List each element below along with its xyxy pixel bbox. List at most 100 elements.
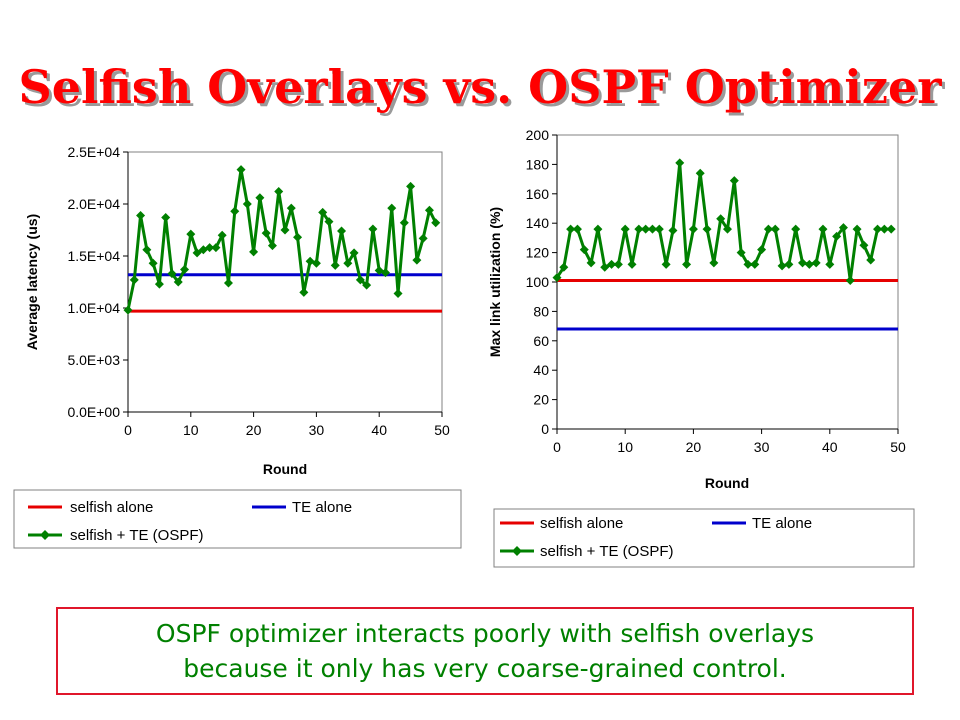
utilization-y-tick-label: 40 [533, 362, 549, 378]
latency-point [167, 269, 177, 279]
utilization-point [879, 224, 889, 234]
latency-point [223, 278, 233, 288]
utilization-point [702, 224, 712, 234]
latency-point [236, 165, 246, 175]
utilization-point [804, 259, 814, 269]
latency-legend-frame [13, 489, 462, 549]
latency-y-axis-title: Average latency (us) [24, 214, 40, 350]
latency-point [330, 260, 340, 270]
utilization-legend-marker-selfish-te [512, 546, 522, 556]
utilization-point [593, 224, 603, 234]
latency-legend-label-te-alone: TE alone [292, 499, 352, 516]
latency-y-tick-label: 2.5E+04 [67, 144, 120, 160]
utilization-point [552, 273, 562, 283]
latency-point [406, 181, 416, 191]
utilization-point [770, 224, 780, 234]
caption-line-1: OSPF optimizer interacts poorly with sel… [155, 619, 815, 648]
utilization-y-tick-label: 160 [526, 186, 550, 202]
utilization-point [613, 259, 623, 269]
utilization-y-tick-label: 100 [526, 274, 550, 290]
utilization-point [723, 224, 732, 234]
latency-point [136, 210, 146, 220]
utilization-point [600, 262, 610, 272]
latency-y-tick-label: 1.0E+04 [67, 300, 120, 316]
latency-point [299, 287, 309, 297]
latency-legend: selfish alone TE alone selfish + TE (OSP… [13, 489, 462, 549]
latency-point [274, 187, 284, 197]
utilization-x-tick-label: 10 [617, 439, 633, 455]
utilization-y-tick-label: 140 [526, 215, 550, 231]
utilization-x-tick-label: 0 [553, 439, 561, 455]
utilization-y-tick-label: 0 [541, 421, 549, 437]
utilization-point [661, 259, 671, 269]
utilization-y-tick-label: 180 [526, 156, 550, 172]
utilization-y-tick-label: 20 [533, 392, 549, 408]
utilization-point [825, 259, 835, 269]
utilization-x-tick-label: 40 [822, 439, 838, 455]
latency-point [412, 255, 422, 265]
utilization-point [763, 224, 773, 234]
utilization-point [709, 258, 719, 268]
latency-point [148, 258, 158, 268]
utilization-legend-label-te-alone: TE alone [752, 515, 812, 532]
latency-x-tick-label: 0 [124, 422, 132, 438]
latency-point [337, 226, 347, 236]
latency-point [380, 268, 390, 278]
utilization-legend-frame [493, 508, 915, 568]
utilization-point [647, 224, 657, 234]
latency-point [431, 218, 441, 228]
latency-legend-label-selfish-alone: selfish alone [70, 499, 153, 516]
latency-x-tick-label: 50 [434, 422, 450, 438]
utilization-point [757, 245, 767, 255]
utilization-point [798, 258, 808, 268]
utilization-point [716, 214, 726, 224]
utilization-x-tick-label: 20 [686, 439, 702, 455]
utilization-y-tick-label: 60 [533, 333, 549, 349]
latency-point [186, 229, 196, 239]
utilization-line-selfish-te-ospf [555, 161, 892, 283]
utilization-y-tick-label: 120 [526, 245, 550, 261]
utilization-point [859, 240, 869, 250]
latency-x-tick-label: 10 [183, 422, 199, 438]
utilization-point [743, 259, 753, 269]
latency-point [387, 203, 397, 213]
utilization-point [682, 259, 692, 269]
latency-legend-label-selfish-te: selfish + TE (OSPF) [70, 527, 204, 544]
utilization-point [811, 258, 821, 268]
latency-point [123, 305, 133, 315]
latency-point [261, 228, 271, 238]
latency-point [418, 233, 428, 243]
latency-x-tick-label: 30 [309, 422, 325, 438]
latency-point [318, 207, 328, 217]
utilization-point [566, 224, 576, 234]
latency-point [280, 225, 290, 235]
utilization-chart: 0 10 20 30 40 50 0 20 40 60 80 100 120 140 160 180 200 R… [487, 127, 915, 568]
latency-y-tick-label: 0.0E+00 [67, 404, 120, 420]
latency-point [205, 243, 215, 253]
utilization-legend: selfish alone TE alone selfish + TE (OSP… [493, 508, 915, 568]
latency-point [267, 241, 277, 251]
latency-x-tick-label: 20 [246, 422, 262, 438]
latency-point [293, 232, 303, 242]
latency-marks: 0 10 20 30 40 50 0.0E+00 5.0E+03 1.0E+04 1.5E+04 2… [67, 144, 450, 438]
utilization-point [607, 259, 617, 269]
caption-line-2: because it only has very coarse-grained … [183, 654, 787, 683]
utilization-point [654, 224, 664, 234]
utilization-point [627, 259, 637, 269]
latency-point [249, 247, 259, 257]
latency-point [192, 248, 202, 258]
utilization-point [832, 231, 842, 241]
utilization-y-tick-label: 200 [526, 127, 550, 143]
latency-point [393, 288, 403, 298]
latency-point [324, 217, 334, 227]
utilization-point [818, 224, 828, 234]
utilization-point [688, 224, 698, 234]
utilization-x-tick-label: 30 [754, 439, 770, 455]
latency-point [242, 199, 252, 209]
utilization-point [620, 224, 630, 234]
latency-point [399, 218, 409, 228]
utilization-point [695, 168, 705, 178]
latency-chart: 0 10 20 30 40 50 0.0E+00 5.0E+03 1.0E+04 1.5E+04 2… [13, 144, 462, 549]
latency-point [230, 206, 240, 216]
